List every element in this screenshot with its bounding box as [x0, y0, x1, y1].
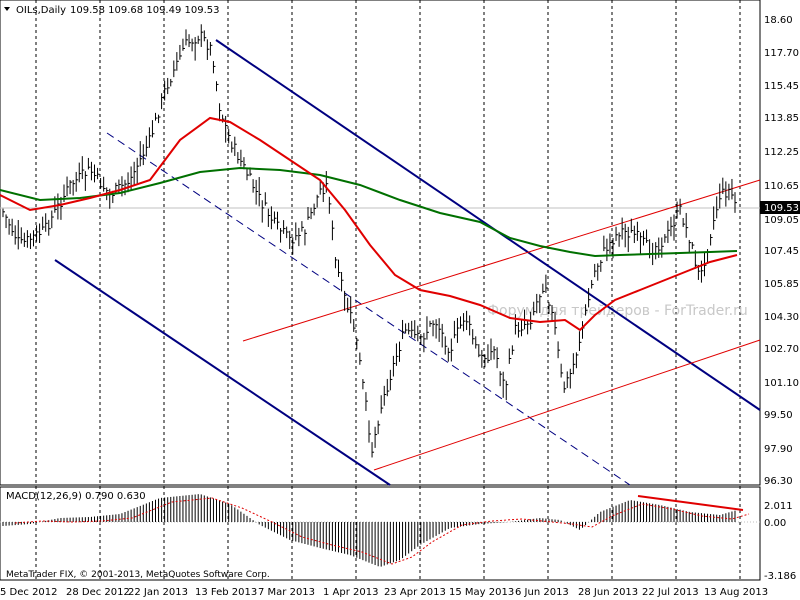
- macd-frame: [0, 486, 761, 581]
- fast-moving-average-line: [0, 116, 738, 332]
- time-label: 15 May 2013: [449, 587, 514, 598]
- price-label: 109.05: [764, 215, 799, 226]
- ohlc-values: 109.58 109.68 109.49 109.53: [70, 5, 220, 16]
- price-label: 115.45: [764, 81, 799, 92]
- macd-axis-label: 2.011: [764, 501, 793, 512]
- time-label: 6 Jun 2013: [515, 587, 569, 598]
- macd-label: MACD(12,26,9) 0.790 0.630: [6, 491, 146, 502]
- down-channel-upper-line[interactable]: [215, 39, 761, 411]
- time-label: 22 Jan 2013: [128, 587, 188, 598]
- price-label: 101.10: [764, 378, 799, 389]
- price-label: 99.50: [764, 410, 793, 421]
- macd-histogram: [2, 494, 736, 567]
- time-label: 13 Feb 2013: [195, 587, 257, 598]
- price-label: 110.65: [764, 181, 799, 192]
- down-channel-lower-line[interactable]: [54, 259, 391, 486]
- dropdown-triangle-icon[interactable]: [4, 7, 10, 11]
- slow-moving-average-line: [0, 166, 738, 258]
- down-channel[interactable]: [54, 39, 761, 486]
- up-channel[interactable]: [242, 179, 761, 471]
- price-label: 97.90: [764, 444, 793, 455]
- price-label: 104.30: [764, 312, 799, 323]
- up-channel-upper-line[interactable]: [242, 179, 761, 342]
- price-label: 105.85: [764, 279, 799, 290]
- divergence-line[interactable]: [637, 495, 744, 511]
- up-channel-lower-line[interactable]: [373, 339, 761, 471]
- time-label: 28 Dec 2012: [66, 587, 130, 598]
- time-label: 13 Aug 2013: [704, 587, 768, 598]
- price-label: 113.85: [764, 113, 799, 124]
- macd-axis-label: -3.186: [764, 571, 796, 582]
- chart-header: OILs,Daily 109.58 109.68 109.49 109.53: [4, 5, 220, 16]
- price-axis: 18.60 117.70 115.45 113.85 112.25 110.65…: [764, 15, 799, 487]
- watermark-text: Форум для трейдеров - ForTrader.ru: [487, 303, 748, 319]
- price-label: 117.70: [764, 48, 799, 59]
- price-label: 102.70: [764, 344, 799, 355]
- current-price-marker: 109.53: [760, 201, 800, 214]
- macd-signal-line: [14, 497, 750, 565]
- time-label: 22 Jul 2013: [642, 587, 699, 598]
- time-label: 28 Jun 2013: [578, 587, 638, 598]
- time-label: 7 Mar 2013: [258, 587, 315, 598]
- time-label: 1 Apr 2013: [323, 587, 378, 598]
- macd-axis-label: 0.00: [764, 518, 786, 529]
- price-label: 18.60: [764, 15, 793, 26]
- price-label: 107.45: [764, 246, 799, 257]
- down-channel-mid-line[interactable]: [106, 132, 631, 486]
- current-price-value: 109.53: [764, 203, 799, 214]
- time-axis: 5 Dec 2012 28 Dec 2012 22 Jan 2013 13 Fe…: [0, 587, 768, 598]
- time-label: 5 Dec 2012: [0, 587, 58, 598]
- price-bars: [2, 24, 737, 458]
- price-label: 96.30: [764, 476, 793, 487]
- copyright-text: MetaTrader FIX, © 2001-2013, MetaQuotes …: [6, 570, 270, 580]
- symbol-timeframe-label: OILs,Daily: [16, 5, 66, 16]
- main-chart-frame: [0, 0, 761, 486]
- time-label: 23 Apr 2013: [384, 587, 446, 598]
- price-label: 112.25: [764, 147, 799, 158]
